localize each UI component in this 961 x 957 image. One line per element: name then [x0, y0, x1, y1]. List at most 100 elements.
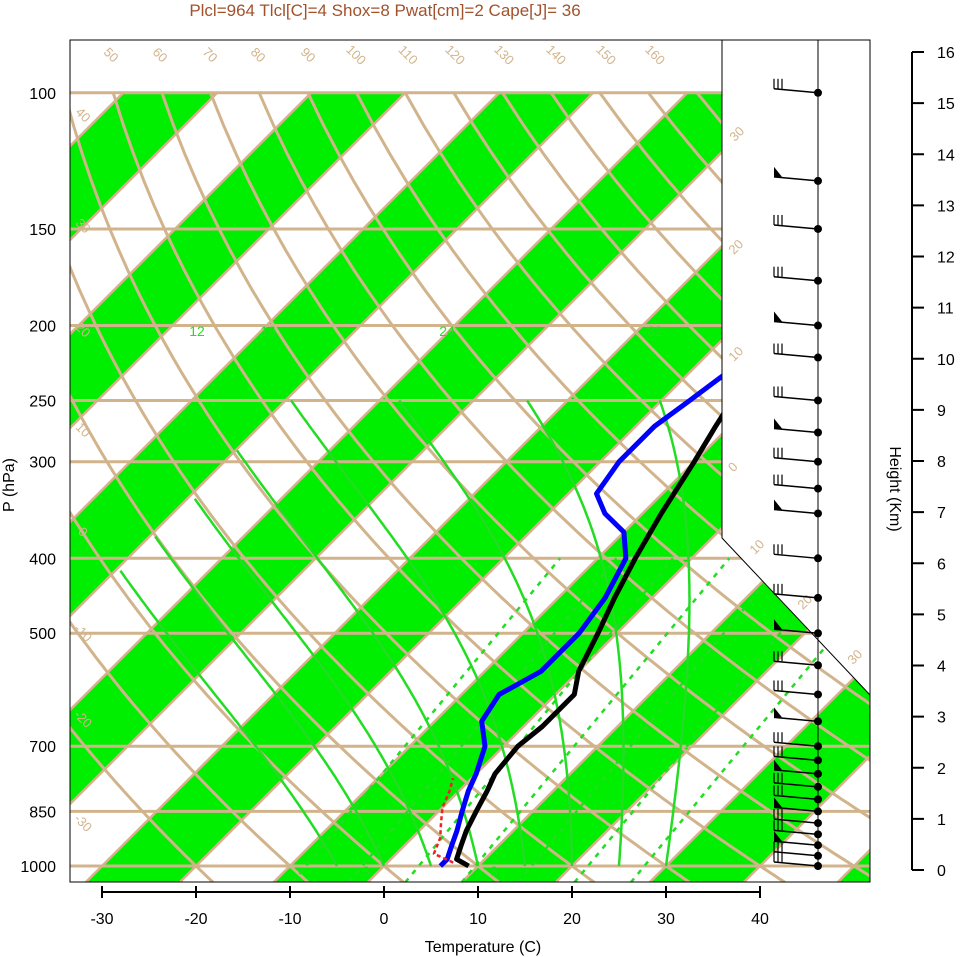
p-tick-label: 200: [29, 319, 56, 336]
dry-adiabat: [70, 92, 500, 882]
dashed-line-label: 3: [362, 863, 370, 879]
moist-adiabat: [193, 498, 433, 867]
x-axis-label: Temperature (C): [425, 939, 541, 956]
dry-adiabat: [257, 92, 870, 882]
dry-adiabat: [452, 92, 870, 882]
x-tick-label: 10: [469, 911, 487, 928]
dry-adiabat: [160, 92, 870, 882]
p-tick-label: 850: [29, 804, 56, 821]
barb-shaft: [773, 741, 819, 747]
height-tick-label: 11: [937, 301, 954, 318]
isotherm-label: 20: [725, 236, 746, 257]
isotherm-label: 0: [725, 459, 741, 475]
barb-shaft: [773, 689, 819, 696]
isotherm-band: [70, 92, 594, 882]
height-tick-label: 3: [937, 710, 946, 727]
mixing-ratio-line: [573, 557, 844, 882]
dry-adiabat: [70, 92, 405, 882]
x-tick-label: -10: [278, 911, 301, 928]
p-tick-label: 500: [29, 626, 56, 643]
height-tick-label: 13: [937, 198, 955, 215]
isotherm-line: [648, 91, 870, 882]
barb-shaft: [773, 829, 819, 836]
chart-title: Plcl=964 Tlcl[C]=4 Shox=8 Pwat[cm]=2 Cap…: [189, 1, 580, 20]
barb-pennant: [774, 707, 782, 718]
dry-adiabat-lines: [70, 91, 870, 882]
barb-pennant: [774, 619, 782, 630]
mixing-ratio-label: 24: [439, 323, 455, 339]
moist-adiabat: [526, 399, 625, 867]
barb-shaft: [773, 755, 819, 762]
barb-shaft: [773, 593, 819, 599]
mixing-ratio-line: [517, 557, 787, 882]
isotherm-line: [70, 91, 219, 882]
barb-shaft: [773, 224, 819, 230]
height-tick-label: 9: [937, 403, 946, 420]
height-tick-label: 6: [937, 556, 946, 573]
barb-pennant: [774, 831, 782, 842]
height-axis-label: Height (Km): [886, 446, 903, 531]
wind-barbs: [773, 40, 822, 870]
barb-pennant: [774, 759, 782, 770]
barb-shaft: [773, 483, 819, 490]
series-parcel: [432, 777, 455, 864]
barb-pennant: [774, 499, 782, 510]
height-tick-label: 2: [937, 761, 946, 778]
barb-pennant: [774, 797, 782, 808]
mixing-ratio-label: 12: [189, 323, 205, 339]
isotherm-line: [70, 91, 689, 882]
barb-shaft: [773, 660, 819, 666]
dry-adiabat: [70, 92, 596, 882]
mixing-ratio-label: 16: [260, 323, 276, 339]
isotherm-band: [70, 92, 406, 882]
barb-shaft: [773, 320, 819, 327]
barb-pennant: [774, 311, 782, 322]
height-tick-label: 4: [937, 659, 946, 676]
moist-adiabat: [154, 535, 386, 867]
isotherm-line: [70, 91, 501, 882]
height-tick-label: 1: [937, 812, 946, 829]
y-axis: 100 150 200 250 300 400 500 700 850 1000: [20, 86, 56, 876]
x-tick-label: 0: [380, 911, 389, 928]
isotherm-band: [273, 92, 870, 882]
barb-shaft: [773, 427, 819, 434]
barb-shaft: [773, 553, 819, 560]
x-tick-label: 20: [563, 911, 581, 928]
barb-pennant: [774, 418, 782, 429]
dry-adiabat: [306, 92, 870, 882]
p-tick-label: 400: [29, 551, 56, 568]
p-tick-label: 150: [29, 222, 56, 239]
barb-shaft: [773, 352, 819, 359]
isotherm-label: 30: [726, 123, 747, 144]
x-tick-label: 40: [751, 911, 769, 928]
moist-adiabat: [119, 569, 339, 867]
moist-adiabat: [658, 400, 691, 867]
dry-adiabat: [111, 92, 786, 882]
mixing-ratio-label: 32: [647, 323, 663, 339]
p-tick-label: 1000: [20, 859, 56, 876]
barb-pennant: [774, 166, 782, 177]
p-tick-label: 300: [29, 455, 56, 472]
height-tick-label: 7: [937, 505, 946, 522]
barb-shaft: [773, 716, 819, 723]
barb-shaft: [773, 88, 819, 94]
height-tick-label: 0: [937, 863, 946, 880]
mixing-ratio-line: [629, 557, 870, 882]
height-tick-label: 8: [937, 454, 946, 471]
height-tick-label: 16: [937, 45, 955, 62]
height-tick-label: 12: [937, 250, 955, 267]
barb-shaft: [773, 275, 819, 282]
mixing-ratio-line: [460, 557, 731, 882]
barb-shaft: [773, 176, 819, 182]
isotherm-line: [70, 91, 595, 882]
barb-shaft: [773, 818, 819, 824]
x-tick-label: -20: [184, 911, 207, 928]
barb-shaft: [773, 628, 819, 634]
barb-shaft: [773, 395, 819, 402]
x-tick-label: 30: [657, 911, 675, 928]
p-tick-label: 700: [29, 739, 56, 756]
barb-shaft: [773, 806, 819, 813]
height-tick-label: 14: [937, 147, 955, 164]
